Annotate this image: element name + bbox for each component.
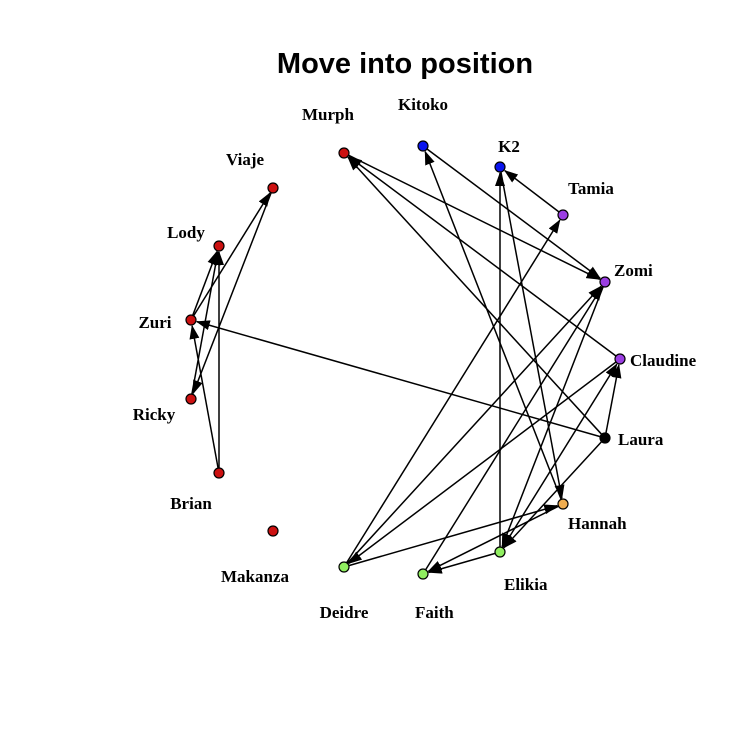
edge-laura-to-elikia [503,441,603,549]
edge-laura-to-zuri [195,320,601,438]
node-brian [213,467,225,479]
node-tamia [557,209,569,221]
node-label-lody: Lody [167,223,205,242]
node-label-faith: Faith [415,603,454,622]
edge-laura-to-murph [347,156,603,435]
node-zuri [185,314,197,326]
node-lody [213,240,225,252]
nodes-layer [185,140,626,580]
edge-tamia-to-k2 [503,170,560,213]
node-zomi [599,276,611,288]
node-label-brian: Brian [170,494,212,513]
node-label-k2: K2 [498,137,520,156]
edge-claudine-to-deidre [347,361,617,564]
edge-murph-to-zomi [348,154,601,281]
node-claudine [614,353,626,365]
edge-elikia-to-claudine [502,363,618,549]
edge-deidre-to-zomi [346,285,602,564]
edge-deidre-to-tamia [346,219,561,564]
node-label-zuri: Zuri [138,313,171,332]
node-kitoko [417,140,429,152]
node-label-makanza: Makanza [221,567,290,586]
edge-kitoko-to-zomi [426,148,601,280]
node-elikia [494,546,506,558]
node-viaje [267,182,279,194]
node-label-elikia: Elikia [504,575,548,594]
edge-zomi-to-elikia [501,286,604,548]
edges-layer [189,148,622,574]
node-label-ricky: Ricky [133,405,176,424]
node-k2 [494,161,506,173]
edge-deidre-to-hannah [348,504,559,567]
node-label-tamia: Tamia [568,179,614,198]
node-label-zomi: Zomi [614,261,653,280]
edge-ricky-to-lody [191,250,221,395]
node-label-murph: Murph [302,105,355,124]
edge-claudine-to-murph [348,155,617,357]
node-makanza [267,525,279,537]
edge-faith-to-zomi [425,286,603,571]
labels-layer: Murph Kitoko K2 Tamia Zomi Claudine Laura Hanna… [133,95,697,622]
node-faith [417,568,429,580]
node-deidre [338,561,350,573]
node-hannah [557,498,569,510]
node-label-hannah: Hannah [568,514,627,533]
node-label-laura: Laura [618,430,664,449]
edge-viaje-to-ricky [192,192,272,395]
edge-brian-to-zuri [189,324,219,469]
edge-hannah-to-faith [427,505,559,572]
node-label-deidre: Deidre [320,603,369,622]
node-label-viaje: Viaje [226,150,265,169]
edge-laura-to-claudine [605,363,622,434]
node-murph [338,147,350,159]
edge-zuri-to-viaje [193,192,271,317]
node-laura [599,432,611,444]
edge-k2-to-hannah [500,171,565,500]
node-label-claudine: Claudine [630,351,697,370]
edge-hannah-to-kitoko [424,150,562,500]
node-label-kitoko: Kitoko [398,95,448,114]
edge-elikia-to-faith [427,552,496,574]
node-ricky [185,393,197,405]
chart-title: Move into position [277,48,533,80]
